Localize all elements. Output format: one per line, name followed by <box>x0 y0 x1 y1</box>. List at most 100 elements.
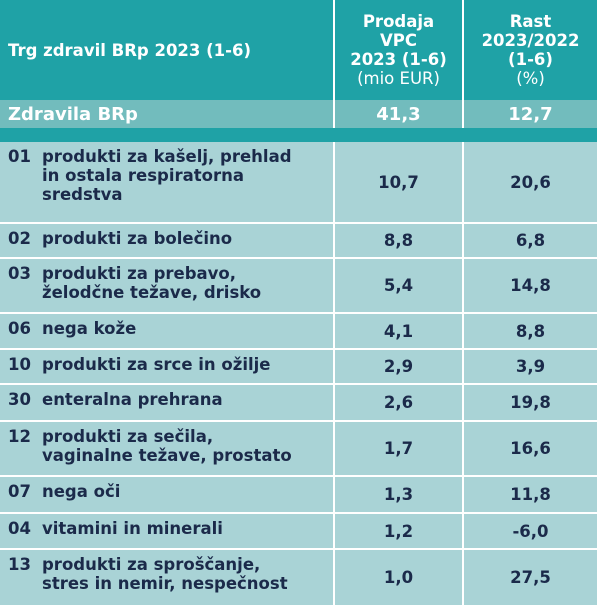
header-line: (1-6) <box>508 50 553 69</box>
row-cell: 4,1 <box>335 314 462 348</box>
row-cell: 11,8 <box>464 477 597 512</box>
summary-label: Zdravila BRp <box>8 103 138 125</box>
row-label: produkti za sečila, vaginalne težave, pro… <box>42 427 292 465</box>
header-cell: Rast 2023/2022 (1-6) (%) <box>464 0 597 100</box>
row-growth: -6,0 <box>512 521 549 541</box>
row-cell: 2,9 <box>335 350 462 383</box>
header-title-cell: Trg zdravil BRp 2023 (1-6) <box>0 0 333 100</box>
row-label-cell: 30 enteralna prehrana <box>0 385 333 420</box>
row-cell: 2,6 <box>335 385 462 420</box>
header-line: 2023/2022 <box>481 31 580 50</box>
row-label: nega oči <box>42 482 120 501</box>
row-sales: 1,3 <box>383 485 414 504</box>
row-label-line: nega kože <box>42 319 137 338</box>
header-line: Prodaja <box>362 12 435 31</box>
row-label-cell: 12 produkti za sečila, vaginalne težave, p… <box>0 422 333 475</box>
row-cell: -6,0 <box>464 514 597 548</box>
row-label: produkti za sproščanje, stres in nemir, n… <box>42 555 288 593</box>
summary-growth: 12,7 <box>508 103 553 125</box>
row-cell: 19,8 <box>464 385 597 420</box>
row-cell: 8,8 <box>464 314 597 348</box>
row-label-line: in ostala respiratorna <box>42 166 244 185</box>
row-cell: 14,8 <box>464 259 597 312</box>
row-sales: 4,1 <box>383 321 414 341</box>
row-label-cell: 02 produkti za bolečino <box>0 224 333 257</box>
row-label-cell: 10 produkti za srce in ožilje <box>0 350 333 383</box>
row-cell: 1,3 <box>335 477 462 512</box>
row-label: produkti za kašelj, prehlad in ostala res… <box>42 147 292 204</box>
row-label-cell: 06 nega kože <box>0 314 333 348</box>
row-sales: 2,9 <box>383 357 414 376</box>
row-label: produkti za prebavo, želodčne težave, dri… <box>42 264 261 302</box>
row-code: 13 <box>8 555 31 574</box>
row-cell: 1,2 <box>335 514 462 548</box>
row-growth: 27,5 <box>510 568 551 587</box>
row-label-cell: 13 produkti za sproščanje, stres in nemir,… <box>0 550 333 605</box>
row-cell: 3,9 <box>464 350 597 383</box>
row-cell: 20,6 <box>464 142 597 222</box>
row-label-line: enteralna prehrana <box>42 390 223 409</box>
row-label-line: produkti za srce in ožilje <box>42 355 271 374</box>
row-cell: 1,0 <box>335 550 462 605</box>
row-label-cell: 07 nega oči <box>0 477 333 512</box>
row-code: 06 <box>8 319 31 338</box>
header-cell: Prodaja VPC 2023 (1-6) (mio EUR) <box>335 0 462 100</box>
summary-cell: Zdravila BRp <box>0 100 333 128</box>
row-growth: 16,6 <box>510 439 551 458</box>
row-growth: 20,6 <box>510 172 551 192</box>
row-cell: 10,7 <box>335 142 462 222</box>
row-sales: 1,0 <box>383 568 414 587</box>
header-line: 2023 (1-6) <box>350 50 447 69</box>
row-code: 04 <box>8 519 31 538</box>
row-label: nega kože <box>42 319 136 338</box>
row-code: 03 <box>8 264 31 283</box>
row-label: produkti za srce in ožilje <box>42 355 271 374</box>
row-cell: 5,4 <box>335 259 462 312</box>
summary-cell: 41,3 <box>335 100 462 128</box>
header-line: Rast <box>509 12 552 31</box>
header-unit: (%) <box>516 69 545 88</box>
separator-strip <box>0 128 597 142</box>
row-label-line: želodčne težave, drisko <box>42 283 262 302</box>
row-label-line: vaginalne težave, prostato <box>42 446 292 465</box>
row-code: 02 <box>8 229 31 248</box>
row-label-line: produkti za sečila, <box>42 427 214 446</box>
row-label-line: produkti za sproščanje, <box>42 555 261 574</box>
summary-sales: 41,3 <box>376 103 421 125</box>
row-sales: 10,7 <box>378 172 419 192</box>
row-label-line: vitamini in minerali <box>42 519 223 538</box>
row-growth: 8,8 <box>515 321 546 341</box>
row-sales: 1,2 <box>383 521 414 541</box>
row-label: produkti za bolečino <box>42 229 232 248</box>
row-sales: 8,8 <box>383 231 414 250</box>
row-cell: 16,6 <box>464 422 597 475</box>
row-code: 01 <box>8 147 31 166</box>
row-label-line: produkti za prebavo, <box>42 264 237 283</box>
row-growth: 11,8 <box>510 485 551 504</box>
row-growth: 14,8 <box>510 276 551 295</box>
row-label-cell: 01 produkti za kašelj, prehlad in ostala r… <box>0 142 333 222</box>
row-sales: 5,4 <box>383 276 414 295</box>
row-label-line: stres in nemir, nespečnost <box>42 574 288 593</box>
row-label-cell: 03 produkti za prebavo, želodčne težave, d… <box>0 259 333 312</box>
header-title: Trg zdravil BRp 2023 (1-6) <box>8 40 252 60</box>
row-growth: 6,8 <box>515 231 546 250</box>
row-cell: 1,7 <box>335 422 462 475</box>
row-sales: 2,6 <box>383 393 414 412</box>
row-code: 10 <box>8 355 31 374</box>
row-growth: 3,9 <box>515 357 546 376</box>
row-sales: 1,7 <box>383 439 414 458</box>
row-label-line: produkti za kašelj, prehlad <box>42 147 292 166</box>
header-line: VPC <box>380 31 417 50</box>
row-cell: 8,8 <box>335 224 462 257</box>
row-code: 12 <box>8 427 31 446</box>
row-cell: 6,8 <box>464 224 597 257</box>
row-label-line: nega oči <box>42 482 121 501</box>
row-code: 30 <box>8 390 31 409</box>
row-growth: 19,8 <box>510 393 551 412</box>
row-code: 07 <box>8 482 31 501</box>
row-label-line: sredstva <box>42 185 123 204</box>
header-unit: (mio EUR) <box>357 69 440 88</box>
row-cell: 27,5 <box>464 550 597 605</box>
